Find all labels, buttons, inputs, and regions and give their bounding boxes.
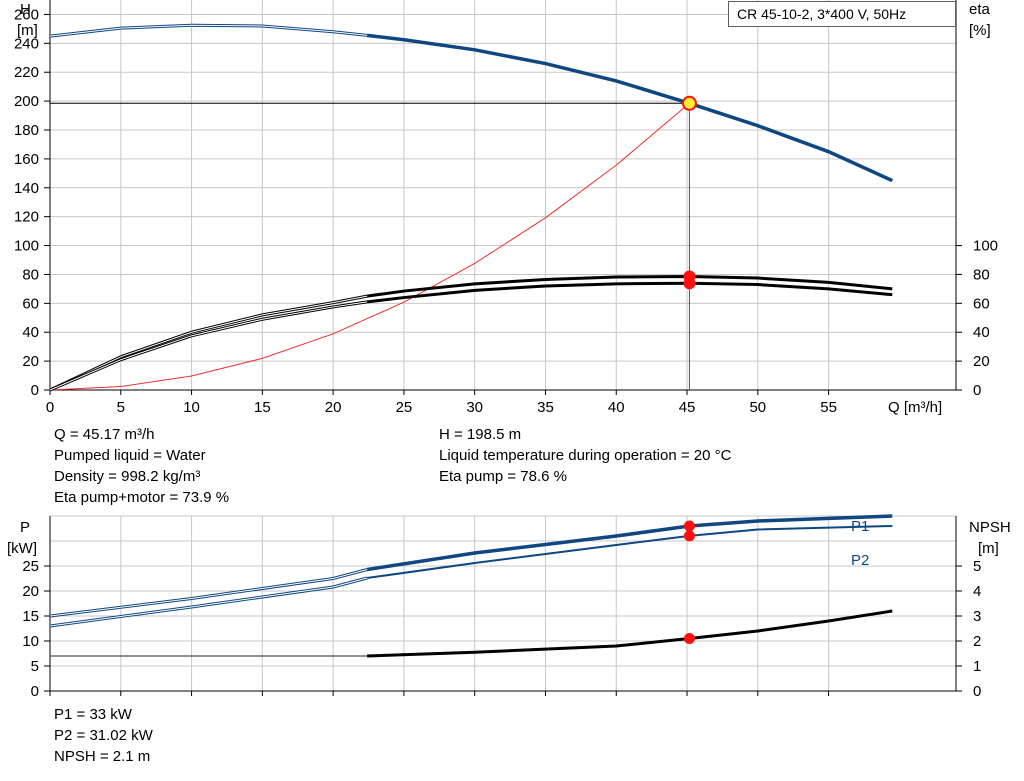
p1-curve-line — [366, 514, 893, 572]
info-npsh: NPSH = 2.1 m — [54, 748, 151, 765]
eta-pump-inactive-core — [49, 295, 368, 391]
panel2-y-right-tick-label: 4 — [973, 583, 981, 600]
npsh-axis-title: NPSH — [969, 519, 1011, 536]
p2-series-label: P2 — [851, 552, 869, 569]
panel1-y-left-tick-label: 120 — [14, 209, 39, 226]
panel1-y-right-tick-label: 0 — [973, 382, 981, 399]
x-tick-label: 55 — [820, 399, 837, 416]
info-head: H = 198.5 m — [439, 426, 522, 443]
p-axis-title: P — [20, 519, 30, 536]
p2-curve-line — [366, 525, 893, 579]
panel1-y-left-tick-label: 0 — [31, 382, 39, 399]
x-tick-label: 30 — [466, 399, 483, 416]
panel1-y-left-tick-label: 160 — [14, 151, 39, 168]
panel1-y-left-tick-label: 20 — [22, 353, 39, 370]
info-p1: P1 = 33 kW — [54, 706, 132, 723]
panel1-y-left-tick-label: 140 — [14, 180, 39, 197]
h-curve-inactive-core — [49, 24, 368, 37]
y-right-title: eta — [969, 1, 991, 18]
info-top-left: Q = 45.17 m³/h Pumped liquid = Water Den… — [54, 424, 229, 508]
y-left-title: H — [20, 1, 31, 18]
x-tick-label: 45 — [679, 399, 696, 416]
eta-pump-motor-line — [366, 281, 893, 304]
npsh-marker — [683, 633, 695, 644]
info-eta-pump: Eta pump = 78.6 % — [439, 468, 567, 485]
x-tick-label: 5 — [117, 399, 125, 416]
panel1-y-right-tick-label: 80 — [973, 266, 990, 283]
p1-marker — [683, 520, 695, 532]
h-curve-line — [366, 33, 894, 183]
panel1-plot-area — [50, 0, 956, 390]
panel2-y-left-tick-label: 0 — [31, 683, 39, 700]
panel1-y-left-tick-label: 180 — [14, 122, 39, 139]
panel1-y-left-tick-label: 260 — [14, 6, 39, 23]
panel1-y-left-tick-label: 200 — [14, 93, 39, 110]
y-right-unit: [%] — [969, 22, 991, 39]
info-eta-pump-motor: Eta pump+motor = 73.9 % — [54, 489, 230, 506]
x-tick-label: 25 — [396, 399, 413, 416]
panel1-y-left-tick-label: 100 — [14, 238, 39, 255]
panel2-y-left-tick-label: 5 — [31, 658, 39, 675]
npsh-axis-unit: [m] — [978, 540, 999, 557]
panel1-y-left-tick-label: 220 — [14, 64, 39, 81]
p2-inactive-core — [49, 577, 368, 627]
p2-marker — [683, 530, 695, 542]
panel2-y-right-tick-label: 0 — [973, 683, 981, 700]
info-bottom: P1 = 33 kW P2 = 31.02 kW NPSH = 2.1 m — [54, 704, 153, 767]
x-tick-label: 35 — [537, 399, 554, 416]
operating-point-marker — [681, 95, 697, 111]
panel2-y-left-tick-label: 15 — [22, 608, 39, 625]
p-axis-unit: [kW] — [7, 540, 37, 557]
x-tick-label: 40 — [608, 399, 625, 416]
panel1-y-left-tick-label: 40 — [22, 324, 39, 341]
panel1-y-right-tick-label: 100 — [973, 238, 998, 255]
panel2-plot-area — [50, 516, 956, 691]
p1-series-label: P1 — [851, 518, 869, 535]
panel2-y-right-tick-label: 2 — [973, 633, 981, 650]
info-top-right: H = 198.5 m Liquid temperature during op… — [439, 424, 731, 487]
panel1-y-right-tick-label: 20 — [973, 353, 990, 370]
panel2-y-right-tick-label: 5 — [973, 558, 981, 575]
x-axis-title: Q [m³/h] — [888, 399, 942, 416]
x-tick-label: 10 — [183, 399, 200, 416]
info-p2: P2 = 31.02 kW — [54, 727, 153, 744]
panel2-y-left-tick-label: 25 — [22, 558, 39, 575]
panel2-y-left-tick-label: 20 — [22, 583, 39, 600]
y-left-unit: [m] — [17, 22, 38, 39]
p1-inactive-core — [49, 569, 368, 617]
panel1-y-right-tick-label: 40 — [973, 324, 990, 341]
info-liquid-temperature: Liquid temperature during operation = 20… — [439, 447, 732, 464]
x-tick-label: 0 — [46, 399, 54, 416]
info-pumped-liquid: Pumped liquid = Water — [54, 447, 206, 464]
system-curve-line — [49, 102, 690, 391]
eta-pump-motor-marker — [683, 277, 696, 290]
panel2-y-right-tick-label: 1 — [973, 658, 981, 675]
info-density: Density = 998.2 kg/m³ — [54, 468, 201, 485]
x-tick-label: 15 — [254, 399, 271, 416]
panel1-y-left-tick-label: 80 — [22, 266, 39, 283]
panel2-y-left-tick-label: 10 — [22, 633, 39, 650]
x-tick-label: 20 — [325, 399, 342, 416]
panel1-y-left-tick-label: 240 — [14, 35, 39, 52]
eta-pump-motor-inactive-core — [49, 301, 368, 391]
panel1-y-left-tick-label: 60 — [22, 295, 39, 312]
panel2-y-right-tick-label: 3 — [973, 608, 981, 625]
panel1-y-right-tick-label: 60 — [973, 295, 990, 312]
chart-title: CR 45-10-2, 3*400 V, 50Hz — [728, 1, 956, 27]
eta-pump-line — [366, 274, 893, 298]
x-tick-label: 50 — [749, 399, 766, 416]
info-flow: Q = 45.17 m³/h — [54, 426, 155, 443]
